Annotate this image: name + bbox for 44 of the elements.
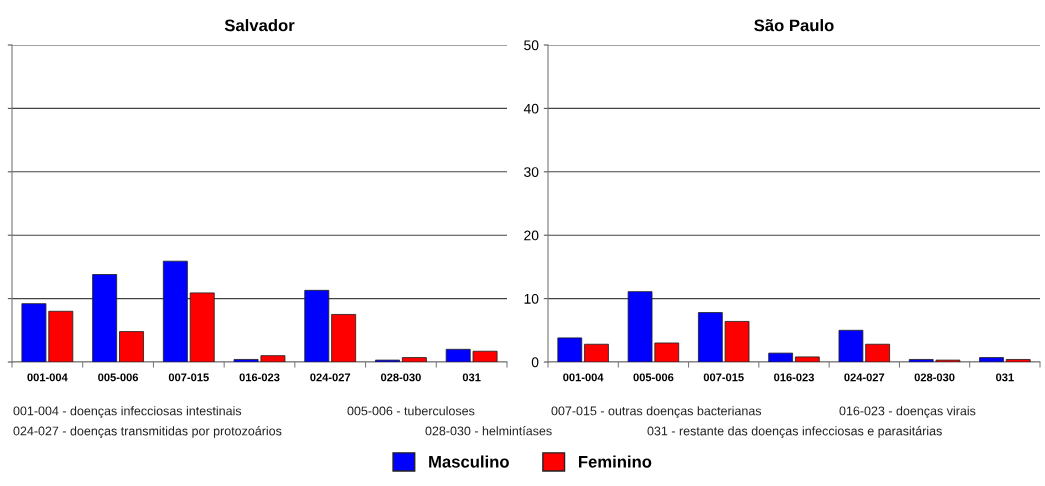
- x-tick-label: 016-023: [239, 373, 280, 382]
- y-tick-label: 10: [524, 293, 539, 304]
- bar: [1005, 359, 1031, 362]
- chart-title: Salvador: [224, 19, 295, 32]
- x-tick-label: 031: [462, 373, 481, 382]
- text: 016-023 - doenças virais: [839, 406, 976, 418]
- y-tick-label: 0: [531, 357, 539, 368]
- y-tick-label: 50: [524, 40, 539, 51]
- bar: [119, 331, 144, 362]
- y-tick-label: 40: [523, 103, 539, 114]
- x-tick-label: 001-004: [563, 373, 604, 382]
- x-tick-label: 007-015: [168, 373, 209, 382]
- x-tick-label: 028-030: [914, 373, 955, 382]
- text: 028-030 - helmintíases: [425, 426, 552, 436]
- bar: [189, 292, 215, 362]
- x-tick-label: 024-027: [310, 373, 351, 382]
- x-tick-label: 005-006: [98, 373, 139, 382]
- text: 024-027 - doenças transmitidas por protozoários: [13, 426, 282, 438]
- legend-label: Feminino: [578, 455, 652, 468]
- bar: [304, 289, 330, 362]
- bar: [584, 343, 609, 362]
- bar: [331, 314, 357, 362]
- bar: [92, 274, 118, 362]
- legend-label: Masculino: [429, 455, 509, 468]
- x-tick-label: 016-023: [774, 373, 814, 382]
- x-tick-label: 028-030: [380, 373, 421, 382]
- bar: [768, 352, 794, 362]
- text: 001-004 - doenças infecciosas intestinais: [13, 406, 242, 418]
- bar: [162, 260, 188, 362]
- text: 007-015 - outras doenças bacterianas: [551, 406, 762, 418]
- text: 031 - restante das doenças infecciosas e parasitárias: [647, 426, 942, 438]
- x-tick-label: 001-004: [27, 373, 68, 382]
- x-tick-label: 007-015: [703, 373, 744, 382]
- bar: [401, 357, 427, 362]
- bar: [794, 356, 820, 362]
- x-tick-label: 024-027: [844, 373, 885, 382]
- chart-title: São Paulo: [754, 19, 834, 32]
- y-tick-label: 20: [524, 230, 539, 241]
- x-tick-label: 031: [996, 373, 1014, 382]
- text: 005-006 - tuberculoses: [347, 406, 475, 416]
- x-tick-label: 005-006: [633, 373, 674, 382]
- bar: [557, 337, 583, 362]
- y-tick-label: 30: [524, 167, 539, 177]
- bar: [979, 357, 1004, 362]
